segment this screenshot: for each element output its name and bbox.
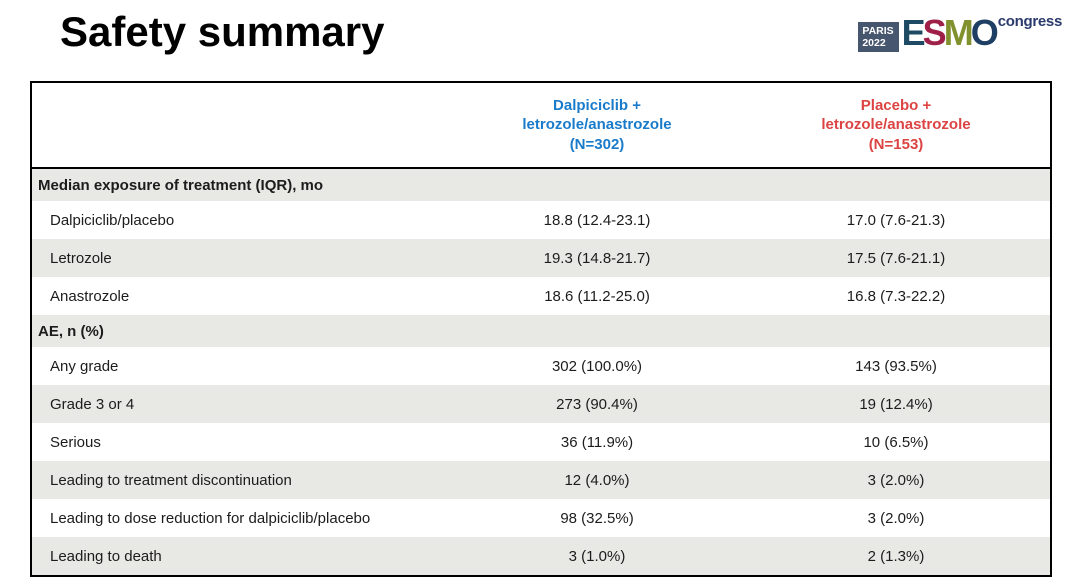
year-label: 2022 (862, 37, 886, 50)
placebo-arm-value: 3 (2.0%) (867, 471, 925, 489)
esmo-letter-s: S (922, 12, 947, 53)
page-title: Safety summary (60, 8, 385, 55)
safety-summary-table: Dalpiciclib + letrozole/anastrozole (N=3… (30, 81, 1052, 577)
section-header-row: AE, n (%) (32, 315, 1050, 347)
table-row: Leading to death 3 (1.0%) 2 (1.3%) (32, 537, 1050, 575)
section-label: AE, n (%) (38, 322, 104, 340)
placebo-arm-value: 3 (2.0%) (867, 509, 925, 527)
placebo-arm-value: 17.0 (7.6-21.3) (846, 211, 946, 229)
row-label: Leading to death (50, 547, 162, 565)
dalpiciclib-arm-value: 273 (90.4%) (556, 395, 638, 413)
table-row: Serious 36 (11.9%) 10 (6.5%) (32, 423, 1050, 461)
column-header-dalpiciclib-arm: Dalpiciclib + letrozole/anastrozole (N=3… (522, 96, 672, 153)
placebo-arm-value: 17.5 (7.6-21.1) (846, 249, 946, 267)
dalpiciclib-arm-value: 19.3 (14.8-21.7) (543, 249, 651, 267)
dalpiciclib-arm-value: 36 (11.9%) (560, 433, 634, 451)
table-row: Letrozole 19.3 (14.8-21.7) 17.5 (7.6-21.… (32, 239, 1050, 277)
row-label: Leading to dose reduction for dalpicicli… (50, 509, 371, 527)
row-label: Leading to treatment discontinuation (50, 471, 292, 489)
paris-label: PARIS (862, 25, 894, 37)
table-header-row: Dalpiciclib + letrozole/anastrozole (N=3… (32, 83, 1050, 169)
row-label: Dalpiciclib/placebo (50, 211, 175, 229)
table-row: Anastrozole 18.6 (11.2-25.0) 16.8 (7.3-2… (32, 277, 1050, 315)
dalpiciclib-arm-value: 3 (1.0%) (568, 547, 626, 565)
dalpiciclib-arm-value: 12 (4.0%) (564, 471, 630, 489)
table-row: Any grade 302 (100.0%) 143 (93.5%) (32, 347, 1050, 385)
esmo-letter-o: O (970, 12, 999, 53)
dalpiciclib-arm-value: 302 (100.0%) (551, 357, 643, 375)
esmo-wordmark: ESMO (902, 15, 999, 51)
row-label: Any grade (50, 357, 119, 375)
table-row: Dalpiciclib/placebo 18.8 (12.4-23.1) 17.… (32, 201, 1050, 239)
dalpiciclib-arm-value: 98 (32.5%) (560, 509, 634, 527)
placebo-arm-value: 143 (93.5%) (855, 357, 937, 375)
row-label: Serious (50, 433, 101, 451)
placebo-arm-value: 16.8 (7.3-22.2) (846, 287, 946, 305)
section-label: Median exposure of treatment (IQR), mo (38, 176, 324, 194)
row-label: Anastrozole (50, 287, 130, 305)
column-header-placebo-arm: Placebo + letrozole/anastrozole (N=153) (821, 96, 971, 153)
dalpiciclib-arm-value: 18.8 (12.4-23.1) (543, 211, 651, 229)
esmo-letter-m: M (943, 12, 974, 53)
esmo-letter-e: E (901, 12, 926, 53)
table-row: Grade 3 or 4 273 (90.4%) 19 (12.4%) (32, 385, 1050, 423)
table-body: Median exposure of treatment (IQR), mo D… (32, 169, 1050, 575)
esmo-congress-logo: PARIS 2022 ESMO congress (858, 10, 1063, 53)
table-row: Leading to dose reduction for dalpicicli… (32, 499, 1050, 537)
table-row: Leading to treatment discontinuation 12 … (32, 461, 1050, 499)
placebo-arm-value: 10 (6.5%) (863, 433, 929, 451)
placebo-arm-value: 2 (1.3%) (867, 547, 925, 565)
row-label: Letrozole (50, 249, 112, 267)
dalpiciclib-arm-value: 18.6 (11.2-25.0) (544, 287, 650, 305)
row-label: Grade 3 or 4 (50, 395, 135, 413)
section-header-row: Median exposure of treatment (IQR), mo (32, 169, 1050, 201)
paris-2022-badge: PARIS 2022 (858, 22, 899, 53)
congress-label: congress (997, 13, 1063, 30)
placebo-arm-value: 19 (12.4%) (859, 395, 933, 413)
